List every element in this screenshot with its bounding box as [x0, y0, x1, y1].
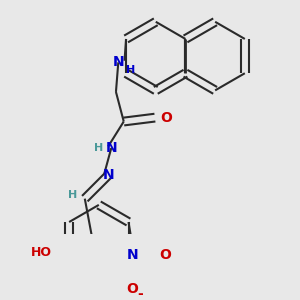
- Text: HO: HO: [31, 246, 52, 259]
- Text: H: H: [126, 65, 135, 75]
- Text: O: O: [159, 248, 171, 262]
- Text: O: O: [160, 111, 172, 124]
- Text: N: N: [106, 141, 117, 155]
- Text: O: O: [127, 282, 138, 296]
- Text: H: H: [94, 143, 104, 153]
- Text: H: H: [68, 190, 77, 200]
- Text: -: -: [137, 287, 143, 300]
- Text: N: N: [102, 168, 114, 182]
- Text: N: N: [127, 248, 138, 262]
- Text: N: N: [112, 55, 124, 69]
